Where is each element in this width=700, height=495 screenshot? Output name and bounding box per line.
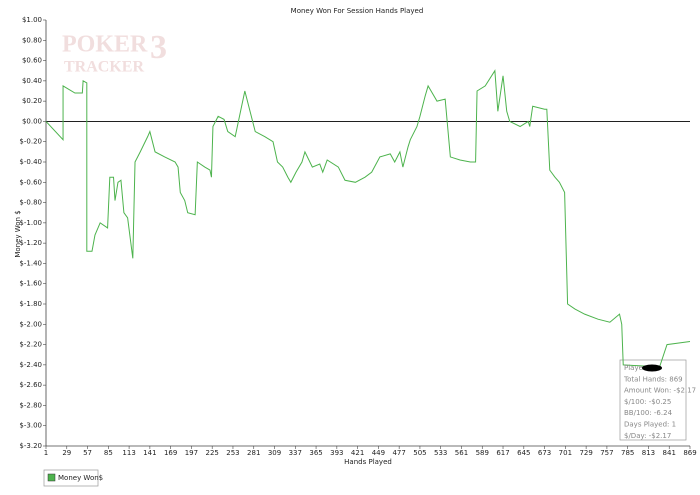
y-tick-label: $-2.60 xyxy=(19,381,42,389)
y-tick-label: $-3.00 xyxy=(19,422,42,430)
y-tick-label: $-1.20 xyxy=(19,239,42,247)
info-text: Total Hands: 869 xyxy=(623,375,683,383)
y-tick-label: $0.00 xyxy=(22,117,42,125)
x-tick-label: 225 xyxy=(206,449,219,457)
legend-label: Money Won$ xyxy=(58,474,103,482)
info-box xyxy=(619,359,687,441)
y-tick-label: $-1.40 xyxy=(19,259,42,267)
x-tick-label: 785 xyxy=(621,449,634,457)
y-tick-label: $1.00 xyxy=(22,16,42,24)
y-tick-label: $-2.00 xyxy=(19,320,42,328)
info-text: $/100: -$0.25 xyxy=(624,398,671,406)
y-tick-label: $-3.20 xyxy=(19,442,42,450)
x-tick-label: 505 xyxy=(413,449,426,457)
y-tick-label: $-1.00 xyxy=(19,219,42,227)
chart-title: Money Won For Session Hands Played xyxy=(291,7,424,15)
y-tick-label: $0.80 xyxy=(22,36,42,44)
x-tick-label: 477 xyxy=(392,449,405,457)
y-tick-label: $-0.60 xyxy=(19,178,42,186)
x-tick-label: 589 xyxy=(476,449,489,457)
y-tick-label: $-1.60 xyxy=(19,280,42,288)
x-tick-label: 757 xyxy=(600,449,613,457)
x-tick-label: 533 xyxy=(434,449,447,457)
x-tick-label: 449 xyxy=(372,449,385,457)
y-tick-label: $0.60 xyxy=(22,57,42,65)
x-tick-label: 197 xyxy=(185,449,198,457)
data-line xyxy=(45,69,691,368)
x-tick-label: 617 xyxy=(496,449,509,457)
x-tick-label: 729 xyxy=(579,449,592,457)
y-tick-label: $-0.80 xyxy=(19,199,42,207)
x-tick-label: 29 xyxy=(62,449,71,457)
x-tick-label: 113 xyxy=(122,449,135,457)
x-tick-label: 85 xyxy=(104,449,113,457)
redaction xyxy=(642,364,662,372)
watermark: 3 xyxy=(150,29,167,66)
x-tick-label: 169 xyxy=(164,449,177,457)
legend xyxy=(43,469,99,487)
x-tick-label: 673 xyxy=(538,449,551,457)
watermark: POKER xyxy=(62,32,148,58)
x-tick-label: 337 xyxy=(289,449,302,457)
x-axis-label: Hands Played xyxy=(344,458,392,466)
x-tick-label: 141 xyxy=(143,449,156,457)
y-axis-label: Money Won $ xyxy=(14,210,22,257)
info-text: Player: xyxy=(624,364,648,372)
x-tick-label: 1 xyxy=(44,449,48,457)
y-tick-label: $-1.80 xyxy=(19,300,42,308)
x-tick-label: 869 xyxy=(683,449,696,457)
x-tick-label: 645 xyxy=(517,449,530,457)
y-tick-label: $0.40 xyxy=(22,77,42,85)
y-tick-label: $-2.40 xyxy=(19,361,42,369)
y-tick-label: $-2.20 xyxy=(19,341,42,349)
x-tick-label: 393 xyxy=(330,449,343,457)
x-tick-label: 309 xyxy=(268,449,281,457)
y-tick-label: $-2.80 xyxy=(19,401,42,409)
legend-swatch xyxy=(47,473,56,482)
x-tick-label: 561 xyxy=(455,449,468,457)
x-tick-label: 421 xyxy=(351,449,364,457)
x-tick-label: 253 xyxy=(226,449,239,457)
y-tick-label: $-0.20 xyxy=(19,138,42,146)
x-tick-label: 841 xyxy=(663,449,676,457)
info-text: $/Day: -$2.17 xyxy=(624,432,671,440)
x-tick-label: 813 xyxy=(642,449,655,457)
info-text: Days Played: 1 xyxy=(624,421,676,429)
info-text: BB/100: -6.24 xyxy=(624,409,673,417)
info-text: Amount Won: -$2.17 xyxy=(624,387,696,395)
watermark: TRACKER xyxy=(64,59,144,76)
x-tick-label: 701 xyxy=(559,449,572,457)
y-tick-label: $0.20 xyxy=(22,97,42,105)
x-tick-label: 281 xyxy=(247,449,260,457)
x-tick-label: 57 xyxy=(83,449,92,457)
y-tick-label: $-0.40 xyxy=(19,158,42,166)
x-tick-label: 365 xyxy=(309,449,322,457)
